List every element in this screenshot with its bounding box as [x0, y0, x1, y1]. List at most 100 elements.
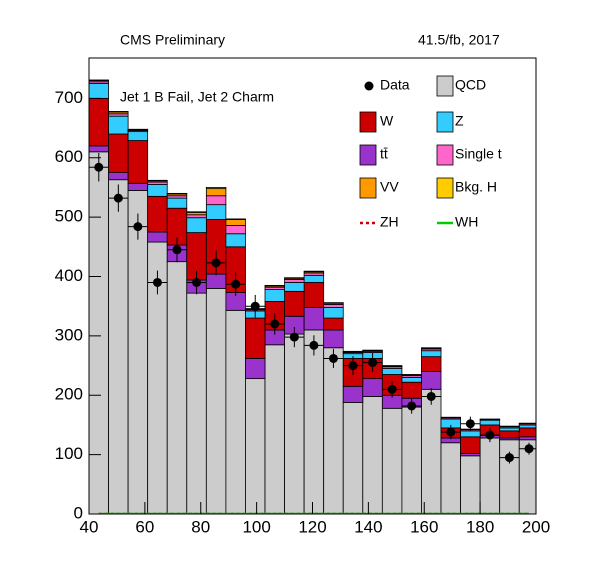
stack-segment [284, 290, 305, 317]
stack-segment [401, 374, 422, 376]
stack-segment [127, 140, 149, 184]
stack-segment [147, 195, 168, 233]
stack-segment [245, 358, 266, 380]
stack-segment [421, 347, 442, 349]
x-tick-label: 120 [298, 517, 326, 536]
stack-segment [479, 419, 501, 426]
legend-swatch [364, 81, 374, 91]
y-tick-label: 200 [55, 385, 83, 404]
stack-segment [499, 430, 520, 439]
stack-segment [108, 111, 129, 113]
data-point [152, 277, 162, 287]
stack-segment [440, 442, 461, 514]
stack-segment [166, 261, 188, 514]
overlay: Jet 1 B Fail, Jet 2 Charm 0 100 200 300 400 50… [55, 57, 550, 536]
data-point [270, 319, 280, 329]
stack-segment [205, 204, 227, 220]
data-point [192, 277, 202, 287]
legend-swatch [359, 144, 377, 166]
stack-segment [303, 306, 325, 331]
stack-segment [323, 329, 344, 349]
stack-segment [518, 422, 536, 425]
y-tick-label: 400 [55, 266, 83, 285]
stack-segment [323, 306, 344, 319]
stack-segment [499, 425, 520, 428]
data-point [485, 430, 495, 440]
legend-label: Data [380, 77, 410, 93]
chart-title: CMS Preliminary [120, 32, 225, 48]
stack-segment [421, 350, 442, 358]
stack-segment [127, 128, 149, 131]
stack-segment [264, 344, 285, 514]
data-point [524, 444, 534, 454]
data-point [289, 332, 299, 342]
stack-segment [264, 289, 285, 302]
stack-segment [323, 317, 344, 331]
data-point [387, 384, 397, 394]
data-point [133, 222, 143, 232]
stack-segment [205, 287, 227, 514]
stack-segment [381, 365, 403, 367]
stack-segment [147, 184, 168, 197]
plot-area [89, 79, 536, 514]
data-point [211, 258, 221, 268]
stack-segment [303, 282, 325, 308]
stack-segment [342, 350, 364, 353]
stack-segment [362, 349, 383, 352]
stack-segment [225, 218, 246, 220]
stack-segment [323, 302, 344, 304]
stack-segment [108, 115, 129, 135]
stack-segment [205, 187, 227, 190]
stack-segment [245, 317, 266, 359]
y-tick-label: 0 [74, 503, 83, 522]
stack-segment [499, 427, 520, 432]
annotation: Jet 1 B Fail, Jet 2 Charm [120, 89, 274, 105]
data-point [446, 427, 456, 437]
stack-segment [147, 179, 168, 182]
stack-segment [284, 333, 305, 514]
stack-segment [186, 292, 207, 514]
stack-segment [205, 273, 227, 289]
x-tick-label: 40 [80, 517, 99, 536]
stack-segment [381, 407, 403, 514]
x-tick-label: 180 [466, 517, 494, 536]
stack-segment [479, 437, 501, 514]
data-point [504, 453, 514, 463]
stack-segment [381, 368, 403, 375]
stack-segment [186, 214, 207, 219]
stack-segment [264, 285, 285, 287]
data-point [94, 162, 104, 172]
stack-segment [205, 195, 227, 206]
stack-segment [284, 279, 305, 283]
x-tick-label: 200 [522, 517, 550, 536]
data-point [328, 353, 338, 363]
stack-segment [421, 388, 442, 514]
stack-segment [499, 439, 520, 514]
data-point [465, 419, 475, 429]
data-point [250, 301, 260, 311]
stack-segment [342, 385, 364, 403]
data-point [172, 245, 182, 255]
x-tick-label: 80 [191, 517, 210, 536]
legend-label: Z [455, 113, 464, 129]
stack-segment [401, 377, 422, 383]
legend-swatch [436, 75, 454, 97]
stack-segment [89, 97, 109, 147]
stack-segment [225, 225, 246, 235]
stack-segment [284, 282, 305, 292]
stack-segment [362, 396, 383, 514]
legend-label: ZH [380, 214, 399, 230]
legend-swatch [359, 111, 377, 133]
stack-segment [108, 172, 129, 181]
data-point [113, 193, 123, 203]
legend-swatch [359, 177, 377, 199]
stack-segment [303, 270, 325, 273]
legend-label: tt̄ [380, 146, 388, 162]
stack-segment [303, 274, 325, 283]
data-point [368, 358, 378, 368]
y-tick-label: 300 [55, 325, 83, 344]
stack-segment [166, 192, 188, 195]
legend-label: VV [380, 179, 399, 195]
legend-label: Bkg. H [455, 179, 497, 195]
